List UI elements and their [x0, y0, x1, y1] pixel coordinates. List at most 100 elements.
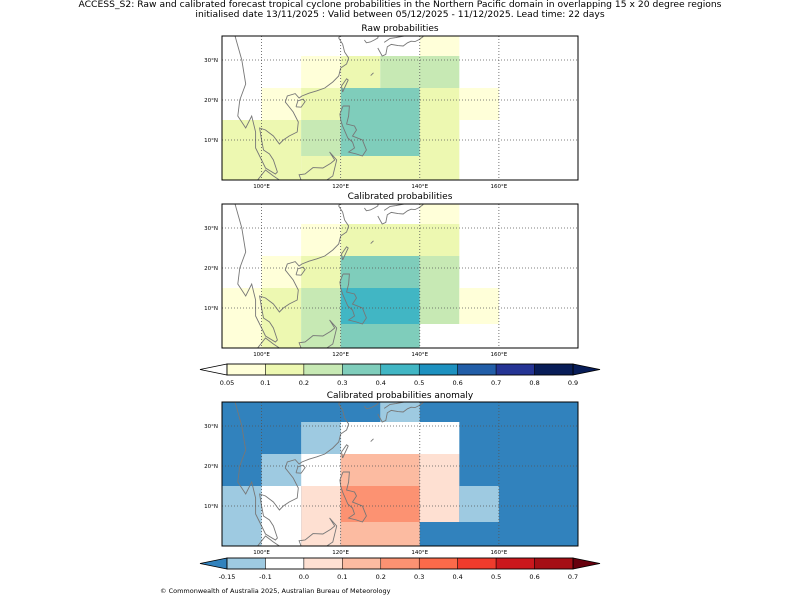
- colorbar-extend-low: [199, 363, 228, 376]
- colorbar-tick-label: 0.4: [452, 573, 462, 581]
- y-tick-label: 10°N: [204, 504, 218, 510]
- colorbar-outline: [226, 363, 574, 376]
- colorbar-bin-3: [303, 363, 343, 376]
- colorbar-bin-6: [418, 363, 458, 376]
- colorbar-bin-5: [380, 557, 420, 570]
- colorbar-bin-2: [265, 557, 305, 570]
- heatmap-cell-12: [301, 224, 341, 256]
- colorbar-bin-9: [534, 363, 574, 376]
- coastline-8: [377, 36, 424, 57]
- heatmap-cell-8: [301, 88, 341, 120]
- heatmap-cell-13: [419, 56, 460, 88]
- heatmap-cell-7: [459, 288, 499, 324]
- coastline-7: [364, 204, 379, 212]
- heatmap-cell-3: [301, 120, 341, 156]
- heatmap-cell-6: [419, 288, 460, 324]
- coastline-3: [341, 444, 349, 459]
- colorbar-bin-3: [303, 557, 343, 570]
- heatmap-cell-3: [301, 486, 341, 546]
- y-tick-label: 30°N: [204, 424, 218, 430]
- x-tick-label: 160°E: [491, 352, 508, 358]
- panel-title-raw: Raw probabilities: [361, 24, 439, 34]
- y-tick-label: 10°N: [204, 306, 218, 312]
- coastline-5: [298, 319, 338, 348]
- y-tick-label: 30°N: [204, 58, 218, 64]
- heatmap-cell-4: [340, 522, 420, 546]
- heatmap-cell-9: [301, 256, 341, 288]
- coastline-8: [377, 204, 424, 225]
- heatmap-cell-1: [222, 288, 262, 348]
- heatmap-cell-12: [301, 422, 341, 454]
- colorbar-tick-label: 0.7: [491, 379, 501, 387]
- colorbar-tick-label: 0.1: [337, 573, 347, 581]
- colorbar-tick-label: 0.7: [568, 573, 578, 581]
- figure-title-line-2: initialised date 13/11/2025 : Valid betw…: [195, 9, 605, 20]
- y-tick-label: 30°N: [204, 226, 218, 232]
- y-tick-label: 20°N: [204, 464, 218, 470]
- coastline-5: [298, 151, 338, 180]
- heatmap-cell-13: [340, 422, 460, 454]
- colorbar-tick-label: 0.0: [299, 573, 309, 581]
- figure-title-line-1: ACCESS_S2: Raw and calibrated forecast t…: [78, 0, 722, 10]
- coastline-9: [370, 72, 374, 76]
- heatmap-cell-12: [380, 56, 420, 88]
- coastline-1: [234, 36, 350, 175]
- colorbar-tick-label: 0.8: [529, 379, 539, 387]
- colorbar-tick-label: 0.6: [529, 573, 539, 581]
- heatmap-cell-6: [419, 88, 460, 180]
- heatmap-cell-14: [419, 36, 460, 56]
- colorbar-bin-7: [457, 363, 497, 376]
- x-tick-label: 100°E: [253, 352, 270, 358]
- colorbar-tick-label: 0.4: [376, 379, 386, 387]
- colorbar-tick-label: 0.05: [220, 379, 234, 387]
- coastline-3: [341, 78, 349, 93]
- y-tick-label: 20°N: [204, 98, 218, 104]
- heatmap-cell-3: [301, 288, 341, 348]
- heatmap-cell-1: [222, 486, 262, 546]
- colorbar-bin-5: [380, 363, 420, 376]
- colorbar-bin-1: [226, 557, 266, 570]
- colorbar-tick-label: -0.1: [259, 573, 272, 581]
- heatmap-cell-14: [419, 204, 460, 224]
- x-tick-label: 100°E: [253, 184, 270, 190]
- x-tick-label: 120°E: [332, 352, 349, 358]
- x-tick-label: 160°E: [491, 184, 508, 190]
- colorbar-tick-label: 0.1: [260, 379, 270, 387]
- panel-title-calibrated: Calibrated probabilities: [347, 192, 453, 202]
- x-tick-label: 140°E: [411, 352, 428, 358]
- coastline-2: [295, 464, 306, 474]
- y-tick-label: 20°N: [204, 266, 218, 272]
- coastline-10: [383, 402, 405, 409]
- coastline-7: [364, 402, 379, 410]
- heatmap-cell-4: [340, 156, 420, 180]
- colorbar-anomaly: -0.15 -0.1 0.0 0.1 0.2 0.3 0.4 0.5 0.6 0.7: [199, 557, 601, 581]
- colorbar-tick-label: 0.9: [568, 379, 578, 387]
- coastline-4: [339, 273, 367, 325]
- heatmap-cell-10: [340, 454, 420, 486]
- colorbar-bin-4: [342, 363, 382, 376]
- heatmap-cell-10: [340, 256, 420, 288]
- colorbar-tick-label: 0.2: [376, 573, 386, 581]
- colorbar-probability: 0.05 0.1 0.2 0.3 0.4 0.5 0.6 0.7 0.8 0.9: [199, 363, 601, 387]
- map-frame: [221, 203, 579, 349]
- copyright-notice: © Commonwealth of Australia 2025, Austra…: [160, 587, 391, 595]
- panel-title-anomaly: Calibrated probabilities anomaly: [326, 391, 474, 401]
- coastline-2: [295, 98, 306, 108]
- colorbar-bin-4: [342, 557, 382, 570]
- x-tick-label: 140°E: [411, 184, 428, 190]
- colorbar-bin-6: [418, 557, 458, 570]
- coastline-5: [298, 517, 338, 546]
- coastline-10: [383, 204, 405, 211]
- heatmap-cell-10: [301, 56, 341, 88]
- coastline-2: [295, 266, 306, 276]
- heatmap-cell-11: [419, 454, 460, 486]
- colorbar-extend-high: [572, 363, 601, 376]
- colorbar-tick-label: 0.3: [337, 379, 347, 387]
- coastline-9: [370, 240, 374, 244]
- heatmap-cell-9: [459, 88, 499, 120]
- colorbar-bin-2: [265, 363, 305, 376]
- y-tick-label: 10°N: [204, 138, 218, 144]
- colorbar-outline: [226, 557, 574, 570]
- colorbar-tick-label: 0.2: [299, 379, 309, 387]
